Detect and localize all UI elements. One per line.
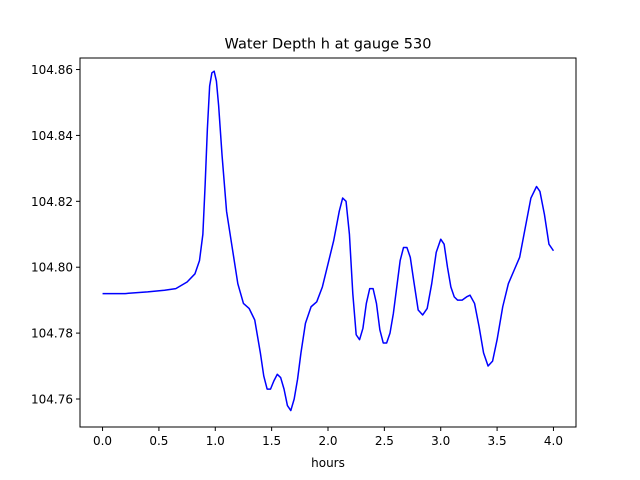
y-tick-label: 104.86 [31,63,73,77]
x-axis-label: hours [311,456,345,470]
x-tick-label: 0.5 [149,434,168,448]
plot-area [79,57,577,428]
x-axis: 0.0 0.5 1.0 1.5 2.0 2.5 3.0 3.5 4.0 [93,427,563,448]
chart-title: Water Depth h at gauge 530 [225,37,432,53]
x-tick-label: 3.0 [431,434,450,448]
axes-frame [79,57,577,428]
x-tick-label: 3.5 [488,434,507,448]
x-tick-label: 4.0 [544,434,563,448]
x-tick-label: 2.5 [375,434,394,448]
y-tick-label: 104.78 [31,327,73,341]
x-tick-label: 1.0 [206,434,225,448]
y-tick-label: 104.80 [31,261,73,275]
y-tick-label: 104.76 [31,392,73,406]
x-tick-label: 2.0 [318,434,337,448]
series-line-water-depth [102,70,555,412]
y-axis: 104.76 104.78 104.80 104.82 104.84 104.86 [31,63,80,406]
x-tick-label: 0.0 [93,434,112,448]
y-tick-label: 104.84 [31,129,73,143]
y-tick-label: 104.82 [31,195,73,209]
x-tick-label: 1.5 [262,434,281,448]
